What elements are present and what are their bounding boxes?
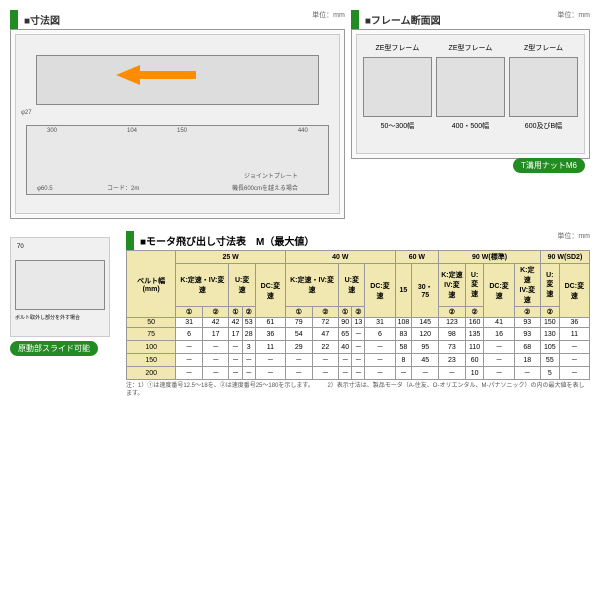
dim-d8: コード：2m (107, 183, 139, 192)
table-row: 200－－－－－－－－－－－－－10－－5－ (127, 367, 590, 380)
nut-badge: T溝用ナットM6 (513, 158, 585, 173)
c2d: ② (352, 307, 365, 318)
dim-unit: 単位：mm (312, 10, 345, 20)
frame-cross-sections: ZE型フレーム 50～300幅 ZE型フレーム 400・500幅 Z型フレーム … (356, 34, 585, 154)
th-40w: 40 W (285, 251, 395, 264)
dim-d2: 300 (47, 128, 57, 134)
c1c: ① (285, 307, 312, 318)
th-k1: K:定速・IV:変速 (176, 264, 229, 307)
table-row: 100－－－311292240－－589573110－68105－ (127, 341, 590, 354)
dimension-diagram: 300 104 150 440 φ60.5 コード：2m ジョイントプレート 機… (15, 34, 340, 214)
table-title: ■モータ飛び出し寸法表 M（最大値） (126, 231, 320, 250)
c1b: ① (229, 307, 242, 318)
dim-title: ■寸法図 (10, 10, 66, 29)
frame-2-shape (436, 57, 505, 117)
slide-badge: 原動部スライド可能 (10, 341, 98, 356)
c1a: ① (176, 307, 203, 318)
dim-d4: 150 (177, 128, 187, 134)
table-note: 注：1）①は速度番号12.5～18を、②は速度番号25～180を示します。 2）… (126, 383, 590, 399)
table-row: 75617172836544765－68312098135169313011 (127, 328, 590, 341)
c2g: ② (514, 307, 540, 318)
c2a: ② (202, 307, 229, 318)
th-90w: 90 W(標準) (439, 251, 541, 264)
dim-d3: 104 (127, 128, 137, 134)
th-dc1: DC:変速 (255, 264, 285, 318)
th-k4: K:定速IV:変速 (514, 264, 540, 307)
c1d: ① (339, 307, 352, 318)
frame-3-name: Z型フレーム (507, 43, 580, 53)
th-k3: K:定速IV:変速 (439, 264, 466, 307)
dim-d5: 440 (298, 128, 308, 134)
conveyor-bottom-view: 300 104 150 440 φ60.5 コード：2m ジョイントプレート 機… (26, 125, 329, 195)
c2h: ② (540, 307, 559, 318)
dim-d6: φ60.5 (37, 186, 53, 192)
frame-3-width: 600及びB幅 (507, 121, 580, 131)
table-unit: 単位：mm (557, 231, 590, 241)
slide-shape (15, 260, 105, 310)
c2c: ② (312, 307, 339, 318)
th-dc2: DC:変速 (365, 264, 395, 318)
c2e: ② (439, 307, 466, 318)
dim-d1: φ27 (21, 110, 32, 116)
frame-1-width: 50～300幅 (361, 121, 434, 131)
c2f: ② (465, 307, 484, 318)
th-belt: ベルト幅 (mm) (127, 251, 176, 318)
slide-diagram: 70 ボルト取外し部分を外す場合 (10, 237, 110, 337)
dim-d9: 70 (11, 238, 109, 256)
note-n1: ジョイントプレート (244, 171, 298, 180)
th-dc4: DC:変速 (559, 264, 589, 318)
th-90wsd2: 90 W(SD2) (540, 251, 589, 264)
frame-2-width: 400・500幅 (434, 121, 507, 131)
frame-1-name: ZE型フレーム (361, 43, 434, 53)
th-dc3: DC:変速 (484, 264, 514, 318)
frame-2-name: ZE型フレーム (434, 43, 507, 53)
th-60w: 60 W (395, 251, 439, 264)
frame-1: ZE型フレーム 50～300幅 (361, 43, 434, 145)
note-n3: 機長600cmを越える場合 (232, 183, 298, 192)
th-25w: 25 W (176, 251, 286, 264)
frame-1-shape (363, 57, 432, 117)
motor-table: ベルト幅 (mm) 25 W 40 W 60 W 90 W(標準) 90 W(S… (126, 250, 590, 380)
th-k60v: 15 (395, 264, 412, 318)
th-u2: U:変速 (339, 264, 365, 307)
conveyor-side-view (36, 55, 319, 105)
th-u4: U:変速 (540, 264, 559, 307)
frame-3-shape (509, 57, 578, 117)
th-u1: U:変速 (229, 264, 255, 307)
table-row: 5031424253617972901331108145123160419315… (127, 318, 590, 328)
slide-note: ボルト取外し部分を外す場合 (11, 314, 109, 321)
c2b: ② (242, 307, 255, 318)
th-k2: K:定速・IV:変速 (285, 264, 338, 307)
frame-title: ■フレーム断面図 (351, 10, 447, 29)
table-row: 150－－－－－－－－－－8452360－1855－ (127, 354, 590, 367)
frame-unit: 単位：mm (557, 10, 590, 20)
th-u60v: 30・75 (412, 264, 439, 318)
frame-3: Z型フレーム 600及びB幅 (507, 43, 580, 145)
th-u3: U:変速 (465, 264, 484, 307)
frame-2: ZE型フレーム 400・500幅 (434, 43, 507, 145)
